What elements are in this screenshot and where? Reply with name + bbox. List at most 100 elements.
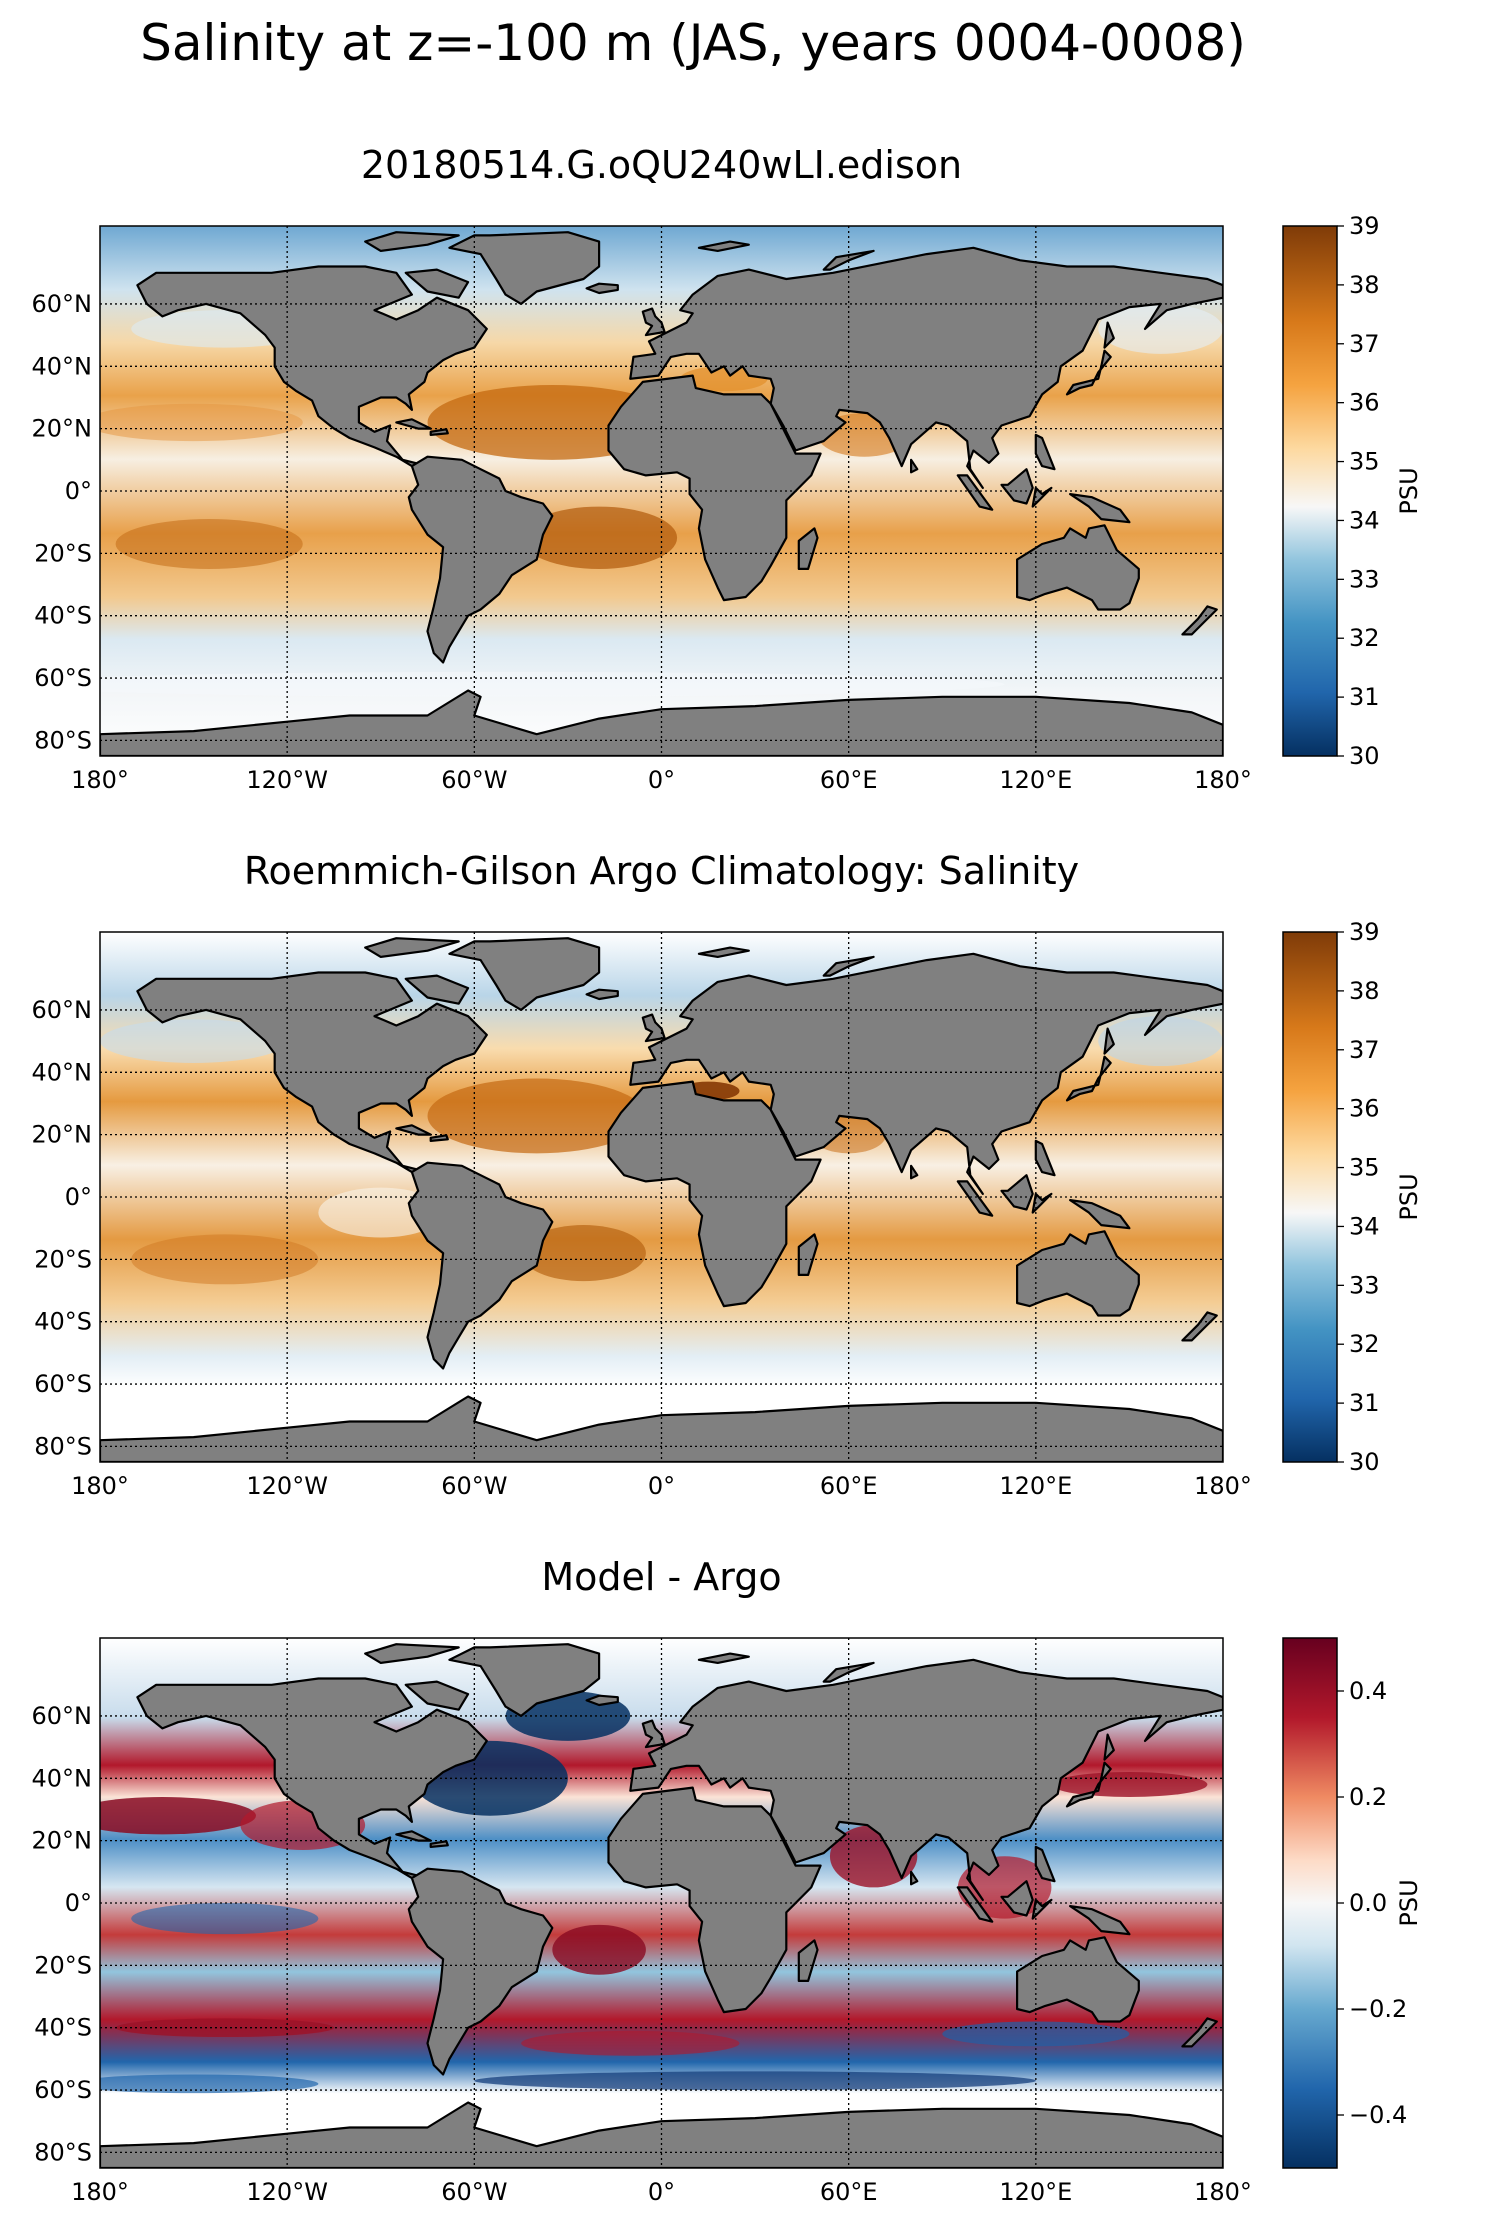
landmass-uk bbox=[641, 1719, 666, 1749]
lat-tick-label: 0° bbox=[65, 1183, 92, 1211]
colorbar: 39 38 37 36 35 34 33 32 31 30 PSU bbox=[1282, 918, 1423, 1476]
landmass-new-zealand bbox=[1181, 605, 1218, 636]
lon-tick-label: 60°E bbox=[820, 766, 878, 794]
lon-tick-label: 60°E bbox=[820, 2178, 878, 2206]
landmass-australia bbox=[1016, 1230, 1140, 1317]
landmass-uk bbox=[641, 1013, 666, 1043]
landmass-australia bbox=[1016, 1936, 1140, 2023]
map-frame bbox=[99, 1637, 1224, 2169]
landmass-sri-lanka bbox=[910, 1164, 919, 1180]
colorbar-tick-label: 33 bbox=[1349, 1271, 1380, 1299]
landmass-svalbard bbox=[697, 1652, 750, 1664]
landmass-iceland bbox=[585, 988, 619, 1001]
lat-tick-label: 20°N bbox=[32, 1121, 93, 1149]
colorbar-tick-label: 31 bbox=[1349, 1389, 1380, 1417]
colorbar: 39 38 37 36 35 34 33 32 31 30 PSU bbox=[1282, 212, 1423, 770]
lat-tick-label: 60°N bbox=[32, 290, 93, 318]
landmass-hokkaido-sakhalin bbox=[1103, 1027, 1115, 1055]
lon-tick-label: 120°W bbox=[246, 1472, 328, 1500]
landmass-new-guinea bbox=[1069, 1199, 1131, 1230]
colorbar-gradient bbox=[1282, 225, 1338, 757]
lon-tick-label: 180° bbox=[71, 1472, 129, 1500]
colorbar-tick-label: −0.2 bbox=[1349, 1995, 1407, 2023]
landmass-philippines bbox=[1034, 1845, 1056, 1883]
lat-tick-label: 80°S bbox=[34, 1432, 92, 1460]
landmass-sri-lanka bbox=[910, 458, 919, 474]
colorbar-tick-label: 36 bbox=[1349, 1095, 1380, 1123]
landmass-madagascar bbox=[797, 1233, 819, 1276]
lon-tick-label: 180° bbox=[1194, 766, 1252, 794]
field-feature bbox=[552, 1924, 646, 1975]
colorbar-tick-label: 35 bbox=[1349, 448, 1380, 476]
lat-tick-label: 60°S bbox=[34, 2076, 92, 2104]
colorbar-tick-label: 34 bbox=[1349, 506, 1380, 534]
lat-tick-label: 20°S bbox=[34, 539, 92, 567]
colorbar-tick-label: 36 bbox=[1349, 389, 1380, 417]
landmass-philippines bbox=[1034, 1139, 1056, 1177]
colorbar-tick-label: 33 bbox=[1349, 565, 1380, 593]
landmass-north-america bbox=[136, 1677, 488, 1880]
field-feature bbox=[474, 2071, 1036, 2091]
landmass-novaya-zemlya bbox=[822, 1661, 875, 1683]
landmass-ellesmere-island bbox=[364, 1643, 460, 1664]
field-feature bbox=[115, 2018, 334, 2038]
landmass-novaya-zemlya bbox=[822, 249, 875, 271]
colorbar-tick-label: 32 bbox=[1349, 624, 1380, 652]
colorbar-tick-label: −0.4 bbox=[1349, 2101, 1407, 2129]
panel-title: Roemmich-Gilson Argo Climatology: Salini… bbox=[244, 849, 1079, 893]
lat-tick-label: 40°N bbox=[32, 1058, 93, 1086]
landmass-iceland bbox=[585, 1694, 619, 1707]
colorbar-tick-label: 39 bbox=[1349, 212, 1380, 240]
lat-tick-label: 40°N bbox=[32, 352, 93, 380]
map-panel: Model - Argo 60°N 40°N 20°N 0° 20°S 40°S 60°S 80… bbox=[32, 1555, 1424, 2206]
field-feature bbox=[1098, 1016, 1223, 1067]
landmass-madagascar bbox=[797, 527, 819, 570]
landmass-ellesmere-island bbox=[364, 231, 460, 252]
landmass-borneo bbox=[1000, 468, 1034, 505]
field-feature bbox=[100, 1019, 288, 1063]
colorbar-tick-label: 34 bbox=[1349, 1212, 1380, 1240]
landmass-antarctica bbox=[100, 1395, 1223, 1462]
colorbar-tick-label: 0.0 bbox=[1349, 1889, 1387, 1917]
lon-tick-label: 0° bbox=[648, 766, 675, 794]
colorbar-gradient bbox=[1282, 1637, 1338, 2169]
landmass-hokkaido-sakhalin bbox=[1103, 1733, 1115, 1761]
landmass-japan bbox=[1065, 349, 1112, 396]
landmass-borneo bbox=[1000, 1174, 1034, 1211]
colorbar-tick-label: 35 bbox=[1349, 1154, 1380, 1182]
lon-tick-label: 60°W bbox=[441, 766, 507, 794]
colorbar-tick-label: 30 bbox=[1349, 742, 1380, 770]
landmass-eurasia bbox=[629, 1658, 1223, 1901]
landmass-iceland bbox=[585, 282, 619, 295]
lat-tick-label: 20°N bbox=[32, 415, 93, 443]
lon-tick-label: 60°W bbox=[441, 2178, 507, 2206]
map-area bbox=[100, 226, 1223, 756]
field-feature bbox=[100, 403, 303, 442]
lat-tick-label: 40°S bbox=[34, 1308, 92, 1336]
lat-tick-label: 20°N bbox=[32, 1827, 93, 1855]
lon-tick-label: 60°E bbox=[820, 1472, 878, 1500]
colorbar: 0.4 0.2 0.0 −0.2 −0.4 PSU bbox=[1282, 1637, 1423, 2169]
lon-tick-label: 180° bbox=[71, 2178, 129, 2206]
lat-tick-label: 0° bbox=[65, 1889, 92, 1917]
landmass-baffin-island bbox=[404, 974, 470, 1005]
landmass-svalbard bbox=[697, 946, 750, 958]
colorbar-tick-label: 38 bbox=[1349, 977, 1380, 1005]
lat-tick-label: 60°N bbox=[32, 996, 93, 1024]
lon-tick-label: 120°E bbox=[999, 1472, 1072, 1500]
map-frame bbox=[99, 225, 1224, 757]
figure-suptitle: Salinity at z=-100 m (JAS, years 0004-00… bbox=[140, 14, 1246, 72]
map-area bbox=[100, 1638, 1223, 2168]
landmass-eurasia bbox=[629, 246, 1223, 489]
lon-tick-label: 120°E bbox=[999, 766, 1072, 794]
lon-tick-label: 0° bbox=[648, 1472, 675, 1500]
map-panel: 20180514.G.oQU240wLI.edison 60°N 40°N 20°N 0… bbox=[32, 143, 1424, 794]
landmass-eurasia bbox=[629, 952, 1223, 1195]
map-area bbox=[100, 932, 1223, 1462]
landmass-antarctica bbox=[100, 689, 1223, 756]
field-feature bbox=[1051, 1772, 1208, 1797]
colorbar-tick-label: 38 bbox=[1349, 271, 1380, 299]
colorbar-tick-label: 37 bbox=[1349, 1036, 1380, 1064]
landmass-antarctica bbox=[100, 2101, 1223, 2168]
lat-tick-label: 20°S bbox=[34, 1245, 92, 1273]
